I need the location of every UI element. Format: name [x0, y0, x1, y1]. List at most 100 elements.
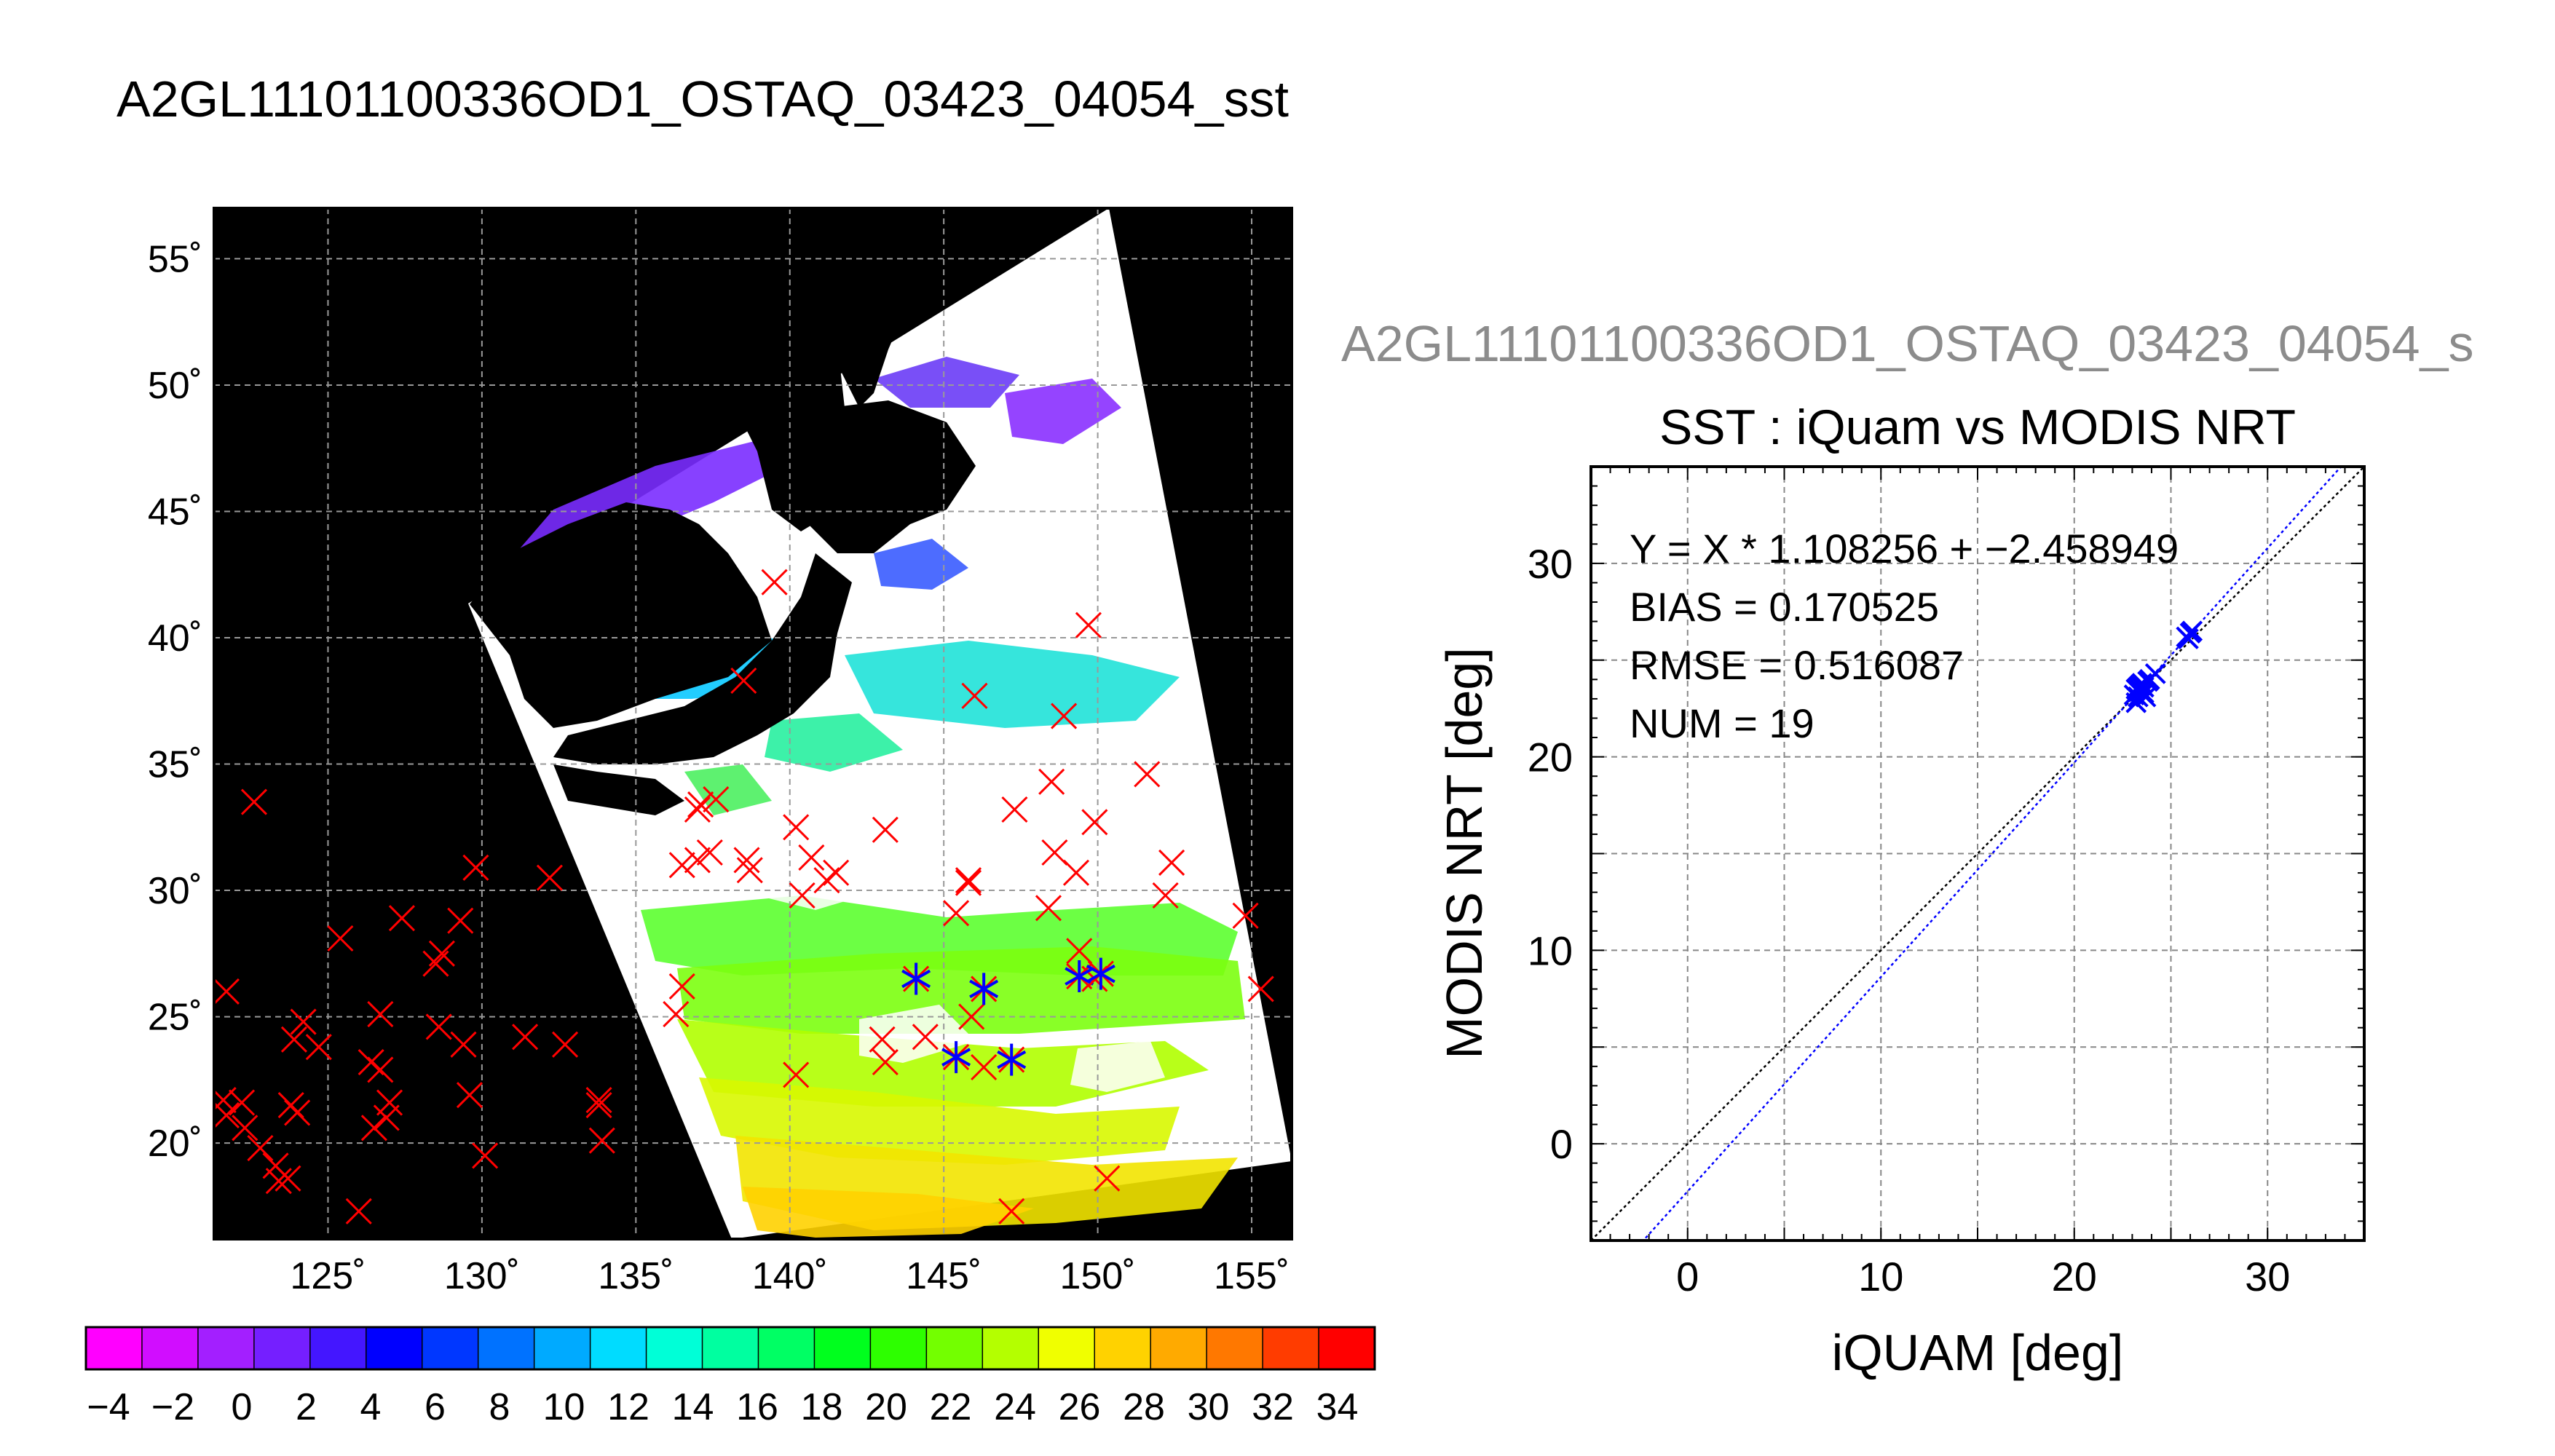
colorbar-segment: [982, 1327, 1039, 1369]
colorbar-segment: [141, 1327, 199, 1369]
iquam-point-marker: [1158, 849, 1185, 876]
iquam-point-stroke: [428, 940, 455, 967]
iquam-point-marker: [798, 844, 825, 871]
colorbar-segment: [1150, 1327, 1207, 1369]
y-axis-label: MODIS NRT [deg]: [1436, 647, 1493, 1059]
scatter-file-title: A2GL11101100336OD1_OSTAQ_03423_04054_s: [1341, 315, 2474, 372]
one-to-one-line: [1591, 467, 2364, 1241]
colorbar-tick-label: 4: [360, 1386, 382, 1428]
colorbar-segment: [702, 1327, 759, 1369]
iquam-point-marker: [761, 569, 788, 596]
iquam-point-stroke: [971, 1053, 998, 1081]
iquam-point-marker: [958, 1003, 985, 1030]
iquam-point-marker: [425, 1013, 452, 1040]
map-content: [214, 208, 1292, 1239]
iquam-point-stroke: [687, 791, 714, 818]
iquam-point-stroke: [961, 682, 988, 709]
iquam-point-marker: [1001, 796, 1028, 823]
colorbar-segment: [926, 1327, 983, 1369]
colorbar-tick-label: 8: [489, 1386, 510, 1428]
colorbar-segment: [870, 1327, 927, 1369]
iquam-point-stroke: [228, 1089, 256, 1116]
iquam-point-marker: [1081, 809, 1108, 836]
iquam-point-marker: [1134, 761, 1161, 788]
iquam-point-marker: [305, 1034, 332, 1061]
sst-patch: [743, 1187, 1034, 1238]
iquam-point-marker: [1066, 938, 1093, 965]
iquam-point-stroke: [1062, 859, 1090, 886]
scatter-point: [2131, 682, 2153, 704]
colorbar-tick-label: 18: [801, 1386, 843, 1428]
iquam-point-stroke: [456, 1082, 483, 1109]
matched-point-stroke: [941, 1048, 971, 1067]
y-tick-label: 20: [1528, 735, 1573, 780]
iquam-point-marker: [585, 1087, 612, 1114]
iquam-point-marker: [456, 1082, 483, 1109]
iquam-point-stroke: [1066, 938, 1093, 965]
cloud-area: [1070, 1041, 1165, 1092]
lon-tick-label: 150˚: [1060, 1255, 1136, 1297]
iquam-point-stroke: [214, 978, 240, 1005]
iquam-point-marker: [1232, 902, 1259, 929]
iquam-point-stroke: [943, 900, 970, 927]
iquam-point-stroke: [388, 905, 416, 932]
iquam-point-marker: [668, 852, 695, 879]
sst-patch: [874, 539, 968, 590]
iquam-point-stroke: [1051, 703, 1078, 729]
iquam-point-stroke: [872, 1048, 899, 1076]
iquam-point-marker: [1051, 703, 1078, 729]
iquam-point-stroke: [247, 1134, 274, 1162]
iquam-point-stroke: [733, 847, 760, 874]
iquam-point-stroke: [872, 816, 899, 843]
matched-point-stroke: [997, 1050, 1027, 1069]
iquam-point-marker: [736, 857, 763, 884]
colorbar-tick-label: 22: [930, 1386, 972, 1428]
cloud-area: [1049, 830, 1172, 888]
sst-patch: [1005, 379, 1121, 444]
sst-patch: [677, 946, 1245, 1034]
colorbar-segment: [814, 1327, 871, 1369]
iquam-point-stroke: [1081, 809, 1108, 836]
sst-patch: [874, 357, 1019, 408]
colorbar-tick-label: 16: [736, 1386, 778, 1428]
iquam-point-marker: [696, 839, 723, 866]
lat-tick-label: 55˚: [148, 238, 202, 280]
iquam-point-marker: [277, 1091, 304, 1119]
colorbar-tick-label: 26: [1059, 1386, 1101, 1428]
colorbar-segment: [309, 1327, 367, 1369]
colorbar-segment: [1207, 1327, 1263, 1369]
iquam-point-stroke: [536, 864, 563, 891]
iquam-point-stroke: [998, 1198, 1025, 1224]
iquam-point-marker: [961, 682, 988, 709]
iquam-point-marker: [275, 1165, 301, 1192]
iquam-point-stroke: [240, 788, 268, 815]
iquam-point-stroke: [358, 1048, 384, 1076]
iquam-point-stroke: [1038, 768, 1065, 795]
iquam-point-marker: [373, 1104, 400, 1131]
main-title: A2GL11101100336OD1_OSTAQ_03423_04054_sst: [117, 71, 1289, 127]
lon-tick-label: 130˚: [444, 1255, 520, 1297]
colorbar-tick-label: 14: [672, 1386, 714, 1428]
iquam-point-stroke: [684, 847, 711, 874]
scatter-point-stroke: [2181, 620, 2203, 642]
x-tick-label: 30: [2245, 1254, 2290, 1299]
lat-tick-label: 35˚: [148, 744, 202, 786]
iquam-point-stroke: [958, 1003, 985, 1030]
colorbar-tick-label: 24: [994, 1386, 1036, 1428]
colorbar-frame: [84, 1326, 1376, 1371]
land-mass: [808, 400, 976, 553]
iquam-point-marker: [214, 1101, 240, 1129]
colorbar-segment: [422, 1327, 479, 1369]
colorbar-tick-label: −2: [151, 1386, 194, 1428]
land-mass: [830, 218, 932, 408]
iquam-point-stroke: [783, 1061, 810, 1088]
scatter-point-stroke: [2131, 682, 2153, 704]
iquam-point-marker: [367, 1001, 394, 1028]
iquam-point-marker: [955, 867, 982, 894]
stats-line: Y = X * 1.108256 + −2.458949: [1630, 526, 2179, 571]
iquam-point-marker: [551, 1031, 579, 1058]
iquam-point-stroke: [512, 1024, 539, 1051]
y-tick-label: 30: [1528, 541, 1573, 587]
x-tick-label: 0: [1676, 1254, 1699, 1299]
matched-point-marker: [941, 1041, 971, 1074]
